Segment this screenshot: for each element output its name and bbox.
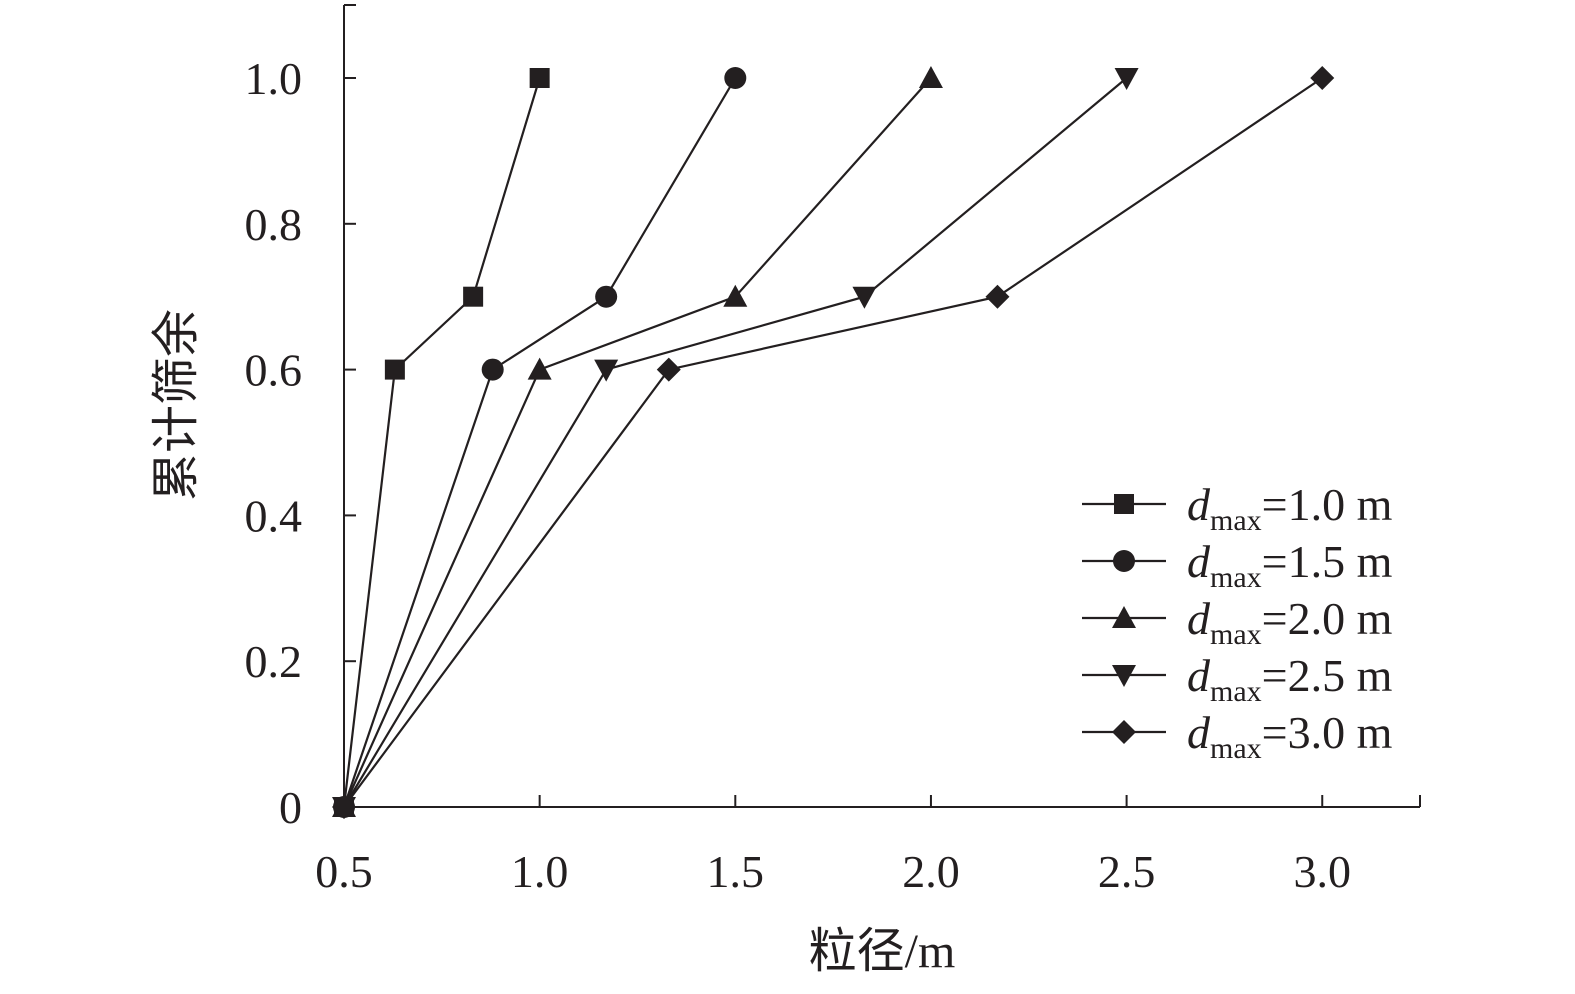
series-line — [342, 77, 541, 808]
y-tick-label: 0.2 — [245, 636, 303, 687]
legend-label: dmax=1.5 m — [1187, 536, 1393, 594]
diamond-marker — [332, 795, 356, 819]
circle-marker — [595, 285, 618, 308]
legend-item-3: dmax=2.0 m — [1082, 593, 1393, 651]
series-line — [342, 77, 932, 808]
diamond-marker — [656, 357, 681, 382]
legend-item-1: dmax=1.0 m — [1082, 479, 1393, 537]
triangle-down-marker — [1114, 68, 1139, 90]
legend-label: dmax=1.0 m — [1187, 479, 1393, 537]
series-1 — [334, 68, 550, 817]
y-tick-label: 0.8 — [245, 199, 303, 250]
y-axis-label: 累计筛余 — [150, 309, 203, 501]
y-tick-label: 0.4 — [245, 490, 303, 541]
triangle-down-marker — [594, 359, 619, 382]
series-group — [332, 66, 1335, 819]
series-4 — [332, 68, 1139, 819]
x-tick-label: 2.0 — [902, 846, 960, 897]
square-marker — [384, 359, 405, 380]
legend-label: dmax=2.5 m — [1187, 650, 1393, 708]
triangle-down-marker — [1112, 665, 1136, 687]
axes: 0.5 1.0 1.5 2.0 2.5 3.0 0 0.2 0.4 0.6 0.8 1.0 — [245, 4, 1421, 897]
x-tick-label: 2.5 — [1098, 846, 1156, 897]
diamond-marker — [1112, 720, 1136, 744]
x-axis-label: 粒径/m — [809, 925, 956, 978]
circle-marker — [1113, 550, 1135, 572]
series-line — [342, 77, 737, 808]
diamond-marker — [985, 284, 1010, 309]
y-tick-label: 0.6 — [245, 345, 303, 396]
series-line — [343, 77, 1128, 808]
triangle-up-marker — [723, 284, 748, 307]
y-tick-label: 0 — [279, 782, 302, 833]
triangle-down-marker — [852, 286, 877, 309]
triangle-up-marker — [918, 66, 943, 88]
circle-marker — [724, 67, 747, 89]
legend-item-4: dmax=2.5 m — [1082, 650, 1393, 708]
square-marker — [529, 68, 550, 88]
legend-item-5: dmax=3.0 m — [1082, 707, 1393, 765]
legend-label: dmax=3.0 m — [1187, 707, 1393, 765]
x-tick-label: 3.0 — [1294, 846, 1352, 897]
triangle-up-marker — [1112, 606, 1136, 628]
square-marker — [1114, 494, 1134, 514]
x-tick-label: 0.5 — [315, 846, 373, 897]
x-tick-label: 1.5 — [707, 846, 765, 897]
x-tick-label: 1.0 — [511, 846, 569, 897]
legend-label: dmax=2.0 m — [1187, 593, 1393, 651]
square-marker — [463, 286, 484, 307]
series-5 — [332, 66, 1335, 819]
circle-marker — [481, 358, 504, 381]
y-tick-label: 1.0 — [245, 53, 303, 104]
series-2 — [333, 67, 747, 818]
series-3 — [332, 66, 943, 817]
diamond-marker — [1310, 66, 1335, 90]
legend-item-2: dmax=1.5 m — [1082, 536, 1393, 594]
triangle-up-marker — [527, 357, 552, 380]
series-line — [343, 77, 1323, 808]
